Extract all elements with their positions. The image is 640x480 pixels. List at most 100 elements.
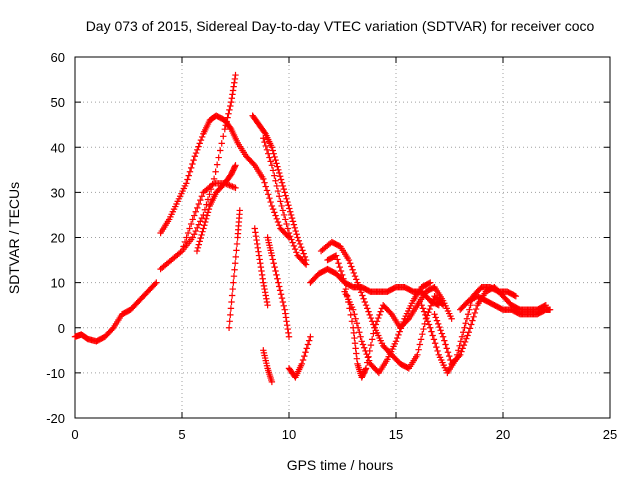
data-point (341, 279, 348, 286)
data-point (272, 212, 279, 219)
series-arc-2 (157, 112, 293, 241)
data-point (273, 182, 280, 190)
data-point (295, 237, 302, 244)
data-point (283, 321, 291, 329)
data-point (197, 218, 204, 225)
data-point (261, 129, 268, 136)
series-arc-16 (341, 279, 434, 377)
data-point (376, 311, 383, 319)
data-point (370, 330, 377, 337)
data-point (431, 311, 438, 318)
data-point (177, 249, 184, 256)
data-point (280, 302, 288, 310)
data-point (419, 305, 427, 312)
data-point (433, 343, 440, 351)
data-point (194, 204, 201, 212)
data-point (195, 241, 203, 248)
data-point (200, 211, 207, 219)
data-point (372, 321, 380, 328)
data-point (227, 182, 235, 190)
data-point (458, 333, 466, 340)
data-point (268, 252, 276, 259)
data-point (471, 309, 479, 317)
data-point (264, 301, 271, 309)
data-point (265, 191, 272, 198)
data-point (356, 329, 363, 336)
data-point (253, 236, 260, 244)
data-point (392, 338, 400, 345)
data-point (271, 172, 278, 179)
data-point (204, 196, 212, 203)
data-point (206, 191, 213, 198)
data-point (340, 275, 347, 282)
data-point (252, 229, 259, 236)
series-arc-19 (457, 292, 554, 318)
data-point (359, 292, 366, 299)
data-point (252, 233, 260, 240)
data-point (458, 348, 465, 355)
data-point (276, 283, 283, 290)
data-point (197, 234, 204, 242)
data-point (189, 160, 196, 168)
data-point (350, 306, 357, 313)
data-point (397, 325, 405, 332)
data-point (192, 227, 199, 235)
data-point (186, 168, 194, 175)
data-point (203, 212, 211, 219)
data-point (231, 266, 238, 273)
data-point (254, 244, 262, 252)
data-point (229, 87, 237, 94)
data-point (217, 147, 224, 154)
data-point (196, 140, 203, 147)
data-point (275, 166, 282, 174)
data-point (205, 205, 213, 213)
data-point (462, 320, 469, 327)
data-point (398, 321, 406, 329)
y-tick-label: 0 (58, 321, 65, 336)
data-point (414, 351, 421, 359)
data-point (465, 329, 472, 336)
data-point (457, 338, 465, 345)
data-point (187, 164, 195, 172)
data-point (351, 340, 359, 347)
data-point (267, 198, 274, 206)
data-point (430, 336, 438, 343)
data-point (269, 167, 277, 174)
data-point (288, 236, 295, 243)
data-point (345, 256, 353, 264)
data-point (282, 216, 289, 223)
x-tick-label: 10 (282, 427, 296, 442)
data-point (198, 133, 206, 141)
series-arc-11 (260, 347, 276, 386)
data-point (332, 252, 340, 259)
data-point (387, 309, 394, 317)
data-point (184, 229, 192, 237)
series-arc-18 (431, 283, 549, 368)
data-point (210, 175, 218, 183)
data-point (303, 345, 310, 352)
data-point (257, 263, 265, 271)
data-point (184, 176, 191, 183)
data-point (396, 328, 403, 335)
data-point (231, 260, 239, 267)
data-point (394, 334, 401, 342)
data-point (274, 163, 281, 170)
data-point (230, 184, 238, 191)
data-point (349, 266, 356, 273)
data-point (269, 147, 276, 154)
data-point (358, 338, 365, 345)
data-point (460, 329, 467, 336)
data-point (263, 298, 271, 306)
data-point (268, 144, 276, 151)
data-point (348, 318, 356, 325)
data-point (271, 153, 278, 161)
data-point (230, 279, 237, 286)
data-point (417, 336, 425, 343)
data-point (191, 231, 198, 238)
y-tick-label: -10 (46, 366, 65, 381)
data-point (183, 180, 190, 187)
data-point (278, 202, 285, 210)
data-point (196, 238, 203, 245)
data-point (420, 308, 428, 315)
